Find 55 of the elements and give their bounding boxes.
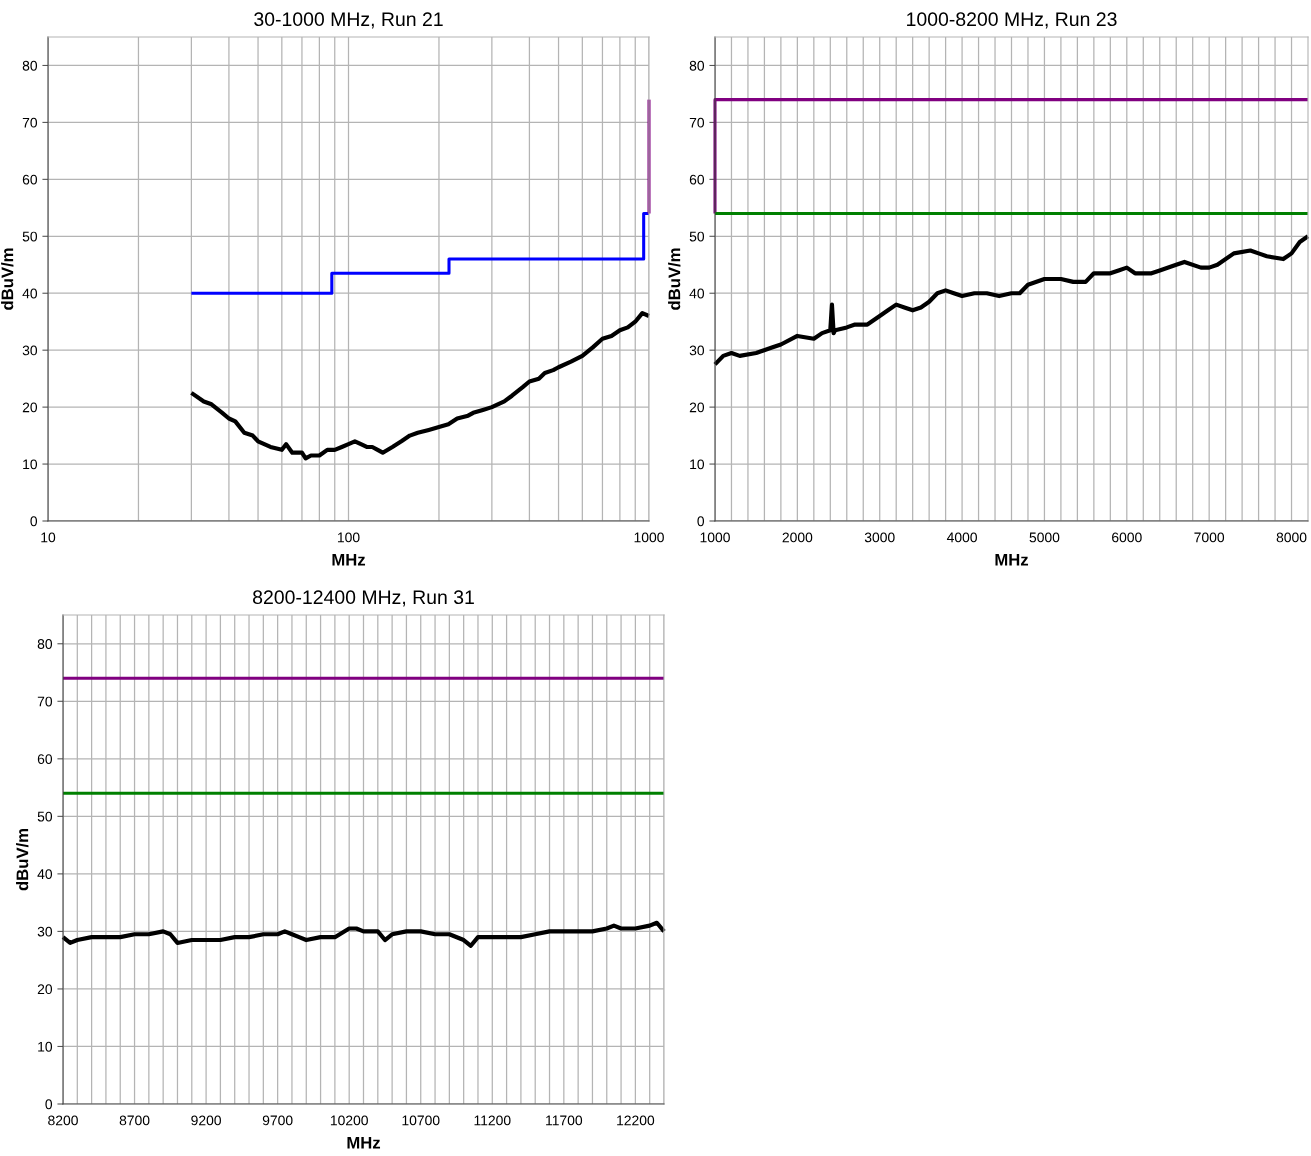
y-tick-label: 70 <box>22 117 38 128</box>
y-tick-label: 80 <box>22 60 38 71</box>
y-tick-label: 60 <box>689 174 705 185</box>
y-tick-label: 50 <box>22 231 38 242</box>
y-tick-label: 80 <box>689 60 705 71</box>
x-tick-label: 11700 <box>546 1115 583 1126</box>
x-tick-label: 8000 <box>1276 532 1307 543</box>
x-axis-title: MHz <box>995 554 1029 566</box>
x-axis-title: MHz <box>347 1137 381 1149</box>
y-tick-label: 30 <box>22 345 38 356</box>
x-tick-label: 10200 <box>330 1115 368 1126</box>
x-tick-label: 6000 <box>1112 532 1142 543</box>
x-axis-title: MHz <box>332 554 366 566</box>
x-tick-label: 3000 <box>864 532 895 543</box>
x-tick-label: 11200 <box>474 1115 511 1126</box>
y-tick-label: 40 <box>689 288 705 299</box>
y-tick-label: 70 <box>689 117 705 128</box>
y-tick-label: 60 <box>37 754 53 764</box>
x-tick-label: 5000 <box>1029 532 1060 543</box>
y-tick-label: 60 <box>22 174 38 185</box>
x-tick-label: 12200 <box>617 1115 655 1126</box>
y-axis-title: dBuV/m <box>16 829 29 891</box>
y-tick-label: 10 <box>38 1041 53 1052</box>
y-tick-label: 20 <box>689 402 705 413</box>
y-tick-label: 0 <box>697 516 705 527</box>
y-tick-label: 70 <box>37 696 53 707</box>
y-tick-label: 0 <box>30 516 38 527</box>
y-tick-label: 20 <box>22 402 38 413</box>
y-axis-title: dBuV/m <box>1 248 14 310</box>
y-tick-label: 30 <box>689 345 705 356</box>
chart-title: 8200-12400 MHz, Run 31 <box>253 590 474 607</box>
x-tick-label: 8200 <box>48 1115 78 1126</box>
y-tick-label: 40 <box>37 869 53 880</box>
x-tick-label: 1000 <box>634 532 664 543</box>
x-tick-label: 2000 <box>782 532 813 543</box>
x-tick-label: 9200 <box>191 1115 221 1126</box>
y-tick-label: 10 <box>23 459 38 470</box>
y-tick-label: 50 <box>37 811 53 822</box>
x-tick-label: 7000 <box>1194 532 1225 543</box>
x-tick-label: 1000 <box>700 532 730 543</box>
x-tick-label: 8700 <box>119 1115 150 1126</box>
x-tick-label: 10700 <box>402 1115 440 1126</box>
y-tick-label: 50 <box>689 231 705 242</box>
y-tick-label: 10 <box>690 459 705 470</box>
x-tick-label: 4000 <box>946 532 977 543</box>
y-tick-label: 30 <box>37 926 53 937</box>
x-tick-label: 100 <box>337 532 360 543</box>
y-axis-title: dBuV/m <box>668 248 681 310</box>
y-tick-label: 0 <box>45 1099 53 1110</box>
x-tick-label: 9700 <box>262 1115 293 1126</box>
chart-title: 1000-8200 MHz, Run 23 <box>907 12 1117 29</box>
chart-title: 30-1000 MHz, Run 21 <box>254 12 443 29</box>
y-tick-label: 20 <box>37 984 53 995</box>
y-tick-label: 80 <box>37 639 53 649</box>
y-tick-label: 40 <box>22 288 38 299</box>
